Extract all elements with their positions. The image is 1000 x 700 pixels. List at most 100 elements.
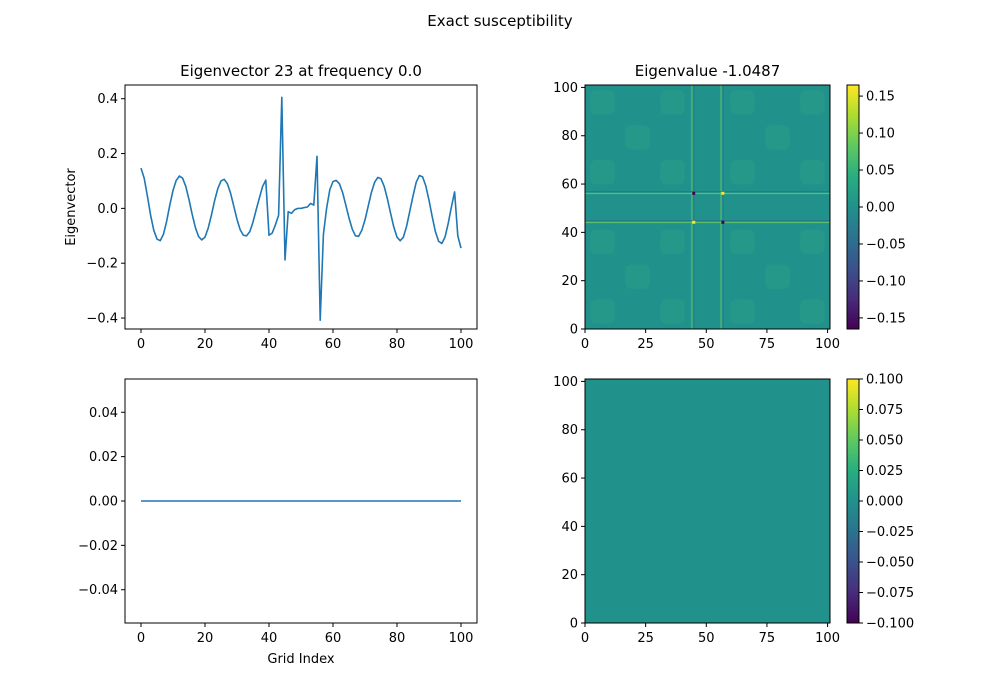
x-tick-label: 100 [449, 337, 474, 352]
heatmap-texture-cell [800, 229, 825, 255]
x-tick-label: 80 [389, 337, 406, 352]
x-tick-label: 100 [449, 631, 474, 646]
x-tick-label: 75 [759, 631, 776, 646]
heatmap-texture-cell [590, 90, 615, 115]
y-tick-label: 0.02 [89, 450, 118, 465]
colorbar-tick-label: 0.025 [866, 464, 903, 479]
y-axis-label: Eigenvector [64, 168, 79, 246]
y-tick-label: −0.4 [86, 312, 118, 327]
heatmap-texture-cell [660, 229, 685, 255]
colorbar-tick-label: 0.075 [866, 403, 903, 418]
heatmap-texture-cell [660, 299, 685, 324]
heatmap-intersection-peak [721, 220, 725, 224]
colorbar-tick-label: 0.050 [866, 434, 903, 449]
x-tick-label: 20 [197, 337, 214, 352]
y-tick-label: 0.2 [97, 147, 118, 162]
x-tick-label: 50 [698, 631, 715, 646]
eigenvector-line-plot: 0 20 40 60 80 100 −0.4 −0.2 0.0 0.2 0.4 Eigenvector… [64, 62, 478, 352]
axes-frame [584, 84, 831, 330]
y-tick-label: 80 [561, 423, 578, 438]
heatmap-intersection-peak [721, 191, 725, 195]
y-tick-label: 40 [561, 226, 578, 241]
eigenvalue-heatmap: 0 25 50 75 100 0 20 40 60 80 100 Eigenvalue -1.0487… [553, 62, 906, 352]
y-tick-label: 20 [561, 274, 578, 289]
x-tick-label: 80 [389, 631, 406, 646]
y-tick-label: −0.02 [78, 539, 118, 554]
y-tick-label: 0.4 [97, 92, 118, 107]
x-tick-label: 100 [815, 337, 840, 352]
colorbar-tick-label: 0.00 [866, 201, 895, 216]
y-tick-label: −0.04 [78, 583, 118, 598]
heatmap-intersection-peak [692, 191, 696, 195]
x-tick-label: 0 [581, 631, 589, 646]
y-tick-label: 0.00 [89, 495, 118, 510]
y-tick-label: 60 [561, 472, 578, 487]
colorbar-tick-label: −0.100 [866, 617, 914, 632]
x-tick-label: 25 [637, 631, 654, 646]
x-tick-label: 60 [325, 631, 342, 646]
heatmap-texture-cell [765, 264, 790, 289]
y-tick-label: 60 [561, 178, 578, 193]
x-tick-label: 0 [137, 631, 145, 646]
x-tick-label: 100 [815, 631, 840, 646]
colorbar-tick-label: −0.025 [866, 525, 914, 540]
zero-line-plot: 0 20 40 60 80 100 −0.04 −0.02 0.00 0.02 0.04 Grid I… [78, 378, 478, 667]
colorbar [847, 85, 859, 329]
figure-title: Exact susceptibility [427, 12, 573, 30]
heatmap-texture-cell [730, 159, 755, 185]
y-tick-label: −0.2 [86, 257, 118, 272]
heatmap-field [585, 379, 830, 623]
axes-title: Eigenvalue -1.0487 [635, 62, 781, 80]
y-tick-label: 100 [553, 375, 578, 390]
heatmap-texture-cell [660, 159, 685, 185]
heatmap-texture-cell [625, 125, 650, 150]
x-axis-label: Grid Index [267, 652, 335, 667]
heatmap-center-band-horizontal [585, 192, 830, 222]
heatmap-texture-cell [730, 299, 755, 324]
heatmap-texture-cell [590, 229, 615, 255]
heatmap-texture-cell [800, 90, 825, 115]
colorbar-tick-label: 0.05 [866, 164, 895, 179]
axes-frame [584, 378, 831, 624]
series-line [140, 96, 462, 322]
y-tick-label: 100 [553, 81, 578, 96]
heatmap-texture-cell [625, 264, 650, 289]
colorbar-tick-label: −0.10 [866, 274, 906, 289]
x-tick-label: 75 [759, 337, 776, 352]
axes-frame [124, 84, 478, 330]
heatmap-texture-cell [800, 159, 825, 185]
colorbar [847, 379, 859, 623]
axes-title: Eigenvector 23 at frequency 0.0 [180, 62, 422, 80]
colorbar-tick-label: −0.15 [866, 311, 906, 326]
heatmap-texture-cell [800, 299, 825, 324]
colorbar-tick-label: 0.15 [866, 90, 895, 105]
zero-heatmap: 0 25 50 75 100 0 20 40 60 80 100 0.100 0.075 0.050 0.0… [553, 373, 914, 647]
x-tick-label: 40 [261, 631, 278, 646]
x-tick-label: 0 [581, 337, 589, 352]
heatmap-texture-cell [730, 229, 755, 255]
x-tick-label: 40 [261, 337, 278, 352]
colorbar-tick-label: 0.000 [866, 495, 903, 510]
y-tick-label: 0 [570, 617, 578, 632]
y-tick-label: 0.04 [89, 406, 118, 421]
y-tick-label: 0.0 [97, 202, 118, 217]
colorbar-tick-label: −0.075 [866, 586, 914, 601]
colorbar-tick-label: −0.05 [866, 237, 906, 252]
heatmap-texture-cell [765, 125, 790, 150]
heatmap-texture-cell [590, 159, 615, 185]
colorbar-tick-label: 0.10 [866, 127, 895, 142]
x-tick-label: 0 [137, 337, 145, 352]
heatmap-texture-cell [590, 299, 615, 324]
x-tick-label: 20 [197, 631, 214, 646]
y-tick-label: 80 [561, 129, 578, 144]
colorbar-tick-label: −0.050 [866, 556, 914, 571]
x-tick-label: 25 [637, 337, 654, 352]
heatmap-intersection-peak [692, 220, 696, 224]
x-tick-label: 50 [698, 337, 715, 352]
x-tick-label: 60 [325, 337, 342, 352]
y-tick-label: 20 [561, 568, 578, 583]
heatmap-texture-cell [730, 90, 755, 115]
colorbar-tick-label: 0.100 [866, 373, 903, 388]
y-tick-label: 40 [561, 520, 578, 535]
